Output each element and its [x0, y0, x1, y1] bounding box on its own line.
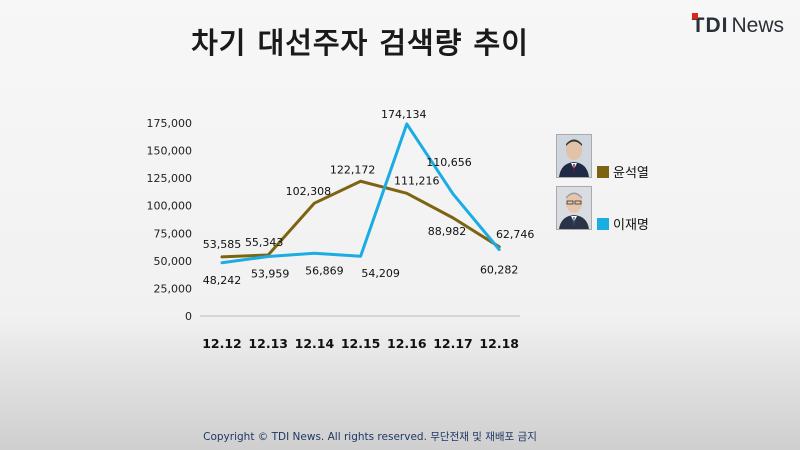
y-tick-label: 25,000 [154, 282, 193, 295]
data-label: 174,134 [381, 108, 427, 121]
x-tick-label: 12.12 [202, 336, 242, 351]
series-line-1 [220, 179, 501, 259]
legend-swatch [597, 166, 609, 178]
data-label: 88,982 [428, 225, 467, 238]
x-tick-label: 12.13 [248, 336, 288, 351]
data-label: 62,746 [496, 228, 535, 241]
legend-swatch [597, 218, 609, 230]
data-label: 111,216 [394, 174, 440, 187]
chart-title: 차기 대선주자 검색량 추이 [191, 26, 529, 60]
legend-label: 윤석열 [613, 166, 649, 181]
y-tick-label: 50,000 [154, 255, 193, 268]
data-label: 102,308 [286, 185, 332, 198]
y-tick-label: 0 [185, 310, 192, 323]
y-tick-label: 175,000 [147, 117, 193, 130]
x-tick-label: 12.16 [387, 336, 427, 351]
y-tick-label: 125,000 [147, 172, 193, 185]
portrait-icon [556, 186, 592, 230]
legend-item-series-1: 윤석열 [556, 134, 666, 181]
data-label: 56,869 [305, 264, 344, 277]
data-label: 53,959 [251, 267, 290, 280]
data-label: 54,209 [361, 267, 400, 280]
x-tick-label: 12.18 [479, 336, 519, 351]
x-tick-label: 12.17 [433, 336, 473, 351]
copyright-footer: Copyright © TDI News. All rights reserve… [203, 431, 537, 443]
legend-item-series-2: 이재명 [556, 186, 666, 233]
x-tick-label: 12.15 [341, 336, 381, 351]
logo-text-tdi: TDI [691, 14, 729, 37]
data-label: 60,282 [480, 264, 519, 277]
data-label: 55,343 [245, 236, 284, 249]
y-tick-label: 150,000 [147, 145, 193, 158]
logo-dot-icon [691, 13, 698, 19]
portrait-icon [556, 134, 592, 178]
data-label: 53,585 [203, 238, 242, 251]
data-label: 122,172 [330, 163, 376, 176]
series-line-2 [220, 122, 501, 265]
logo-text-news: News [731, 14, 784, 37]
data-label: 48,242 [203, 274, 242, 287]
y-tick-label: 75,000 [154, 227, 193, 240]
x-tick-label: 12.14 [295, 336, 335, 351]
y-tick-label: 100,000 [147, 200, 193, 213]
brand-logo: TDI News [691, 13, 784, 38]
data-label: 110,656 [426, 156, 472, 169]
legend-label: 이재명 [613, 218, 649, 233]
